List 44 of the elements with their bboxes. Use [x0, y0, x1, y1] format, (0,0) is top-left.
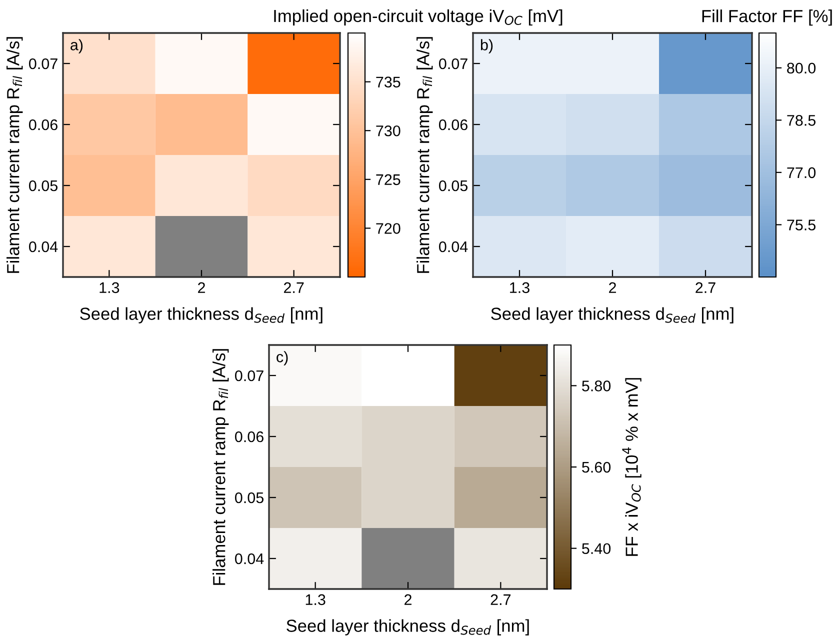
x-tick-label: 1.3	[100, 282, 120, 294]
color-bar-label: 5.60	[582, 462, 611, 473]
y-tick-label: 0.06	[439, 119, 468, 130]
y-axis-title: Filament current ramp R$_{fil}$ [A/s]	[6, 37, 23, 273]
x-tick-label: 2.7	[696, 282, 716, 293]
x-tick-label: 2	[609, 282, 616, 293]
y-tick-label: 0.06	[235, 431, 264, 442]
color-bar-label: 78.5	[787, 115, 816, 126]
color-bar-label: 5.40	[582, 543, 611, 554]
x-tick-label: 1.3	[306, 594, 326, 606]
color-bar-title: Fill Factor FF [%]	[702, 9, 832, 26]
x-axis-title: Seed layer thickness d$_{Seed}$ [nm]	[80, 307, 322, 324]
x-tick-label: 1.3	[510, 282, 530, 294]
y-axis-title: Filament current ramp R$_{fil}$ [A/s]	[212, 349, 229, 585]
y-tick-label: 0.05	[29, 180, 58, 192]
color-bar-label: 80.0	[787, 62, 816, 74]
x-tick-label: 2	[404, 594, 412, 605]
x-tick-label: 2.7	[490, 594, 511, 605]
color-bar-label: 75.5	[787, 220, 816, 230]
color-bar-label: 720	[376, 223, 400, 234]
color-bar-label: 77.0	[787, 167, 816, 178]
color-bar-title: FF x iV$_{OC}$ [10$^{4}$ % x mV]	[622, 378, 642, 556]
x-axis-title: Seed layer thickness d$_{Seed}$ [nm]	[286, 619, 529, 636]
x-axis-title: Seed layer thickness d$_{Seed}$ [nm]	[491, 307, 734, 324]
color-bar-label: 5.80	[582, 380, 611, 392]
y-tick-label: 0.07	[29, 58, 58, 70]
annotation: b)	[480, 39, 493, 54]
y-tick-label: 0.06	[29, 119, 58, 130]
annotation: a)	[70, 39, 83, 54]
color-bar-label: 725	[376, 174, 400, 186]
y-axis-title: Filament current ramp R$_{fil}$ [A/s]	[416, 37, 433, 273]
color-bar-label: 730	[376, 125, 400, 136]
y-tick-label: 0.05	[235, 492, 264, 504]
color-bar-title: Implied open-circuit voltage iV$_{OC}$ [mV]	[274, 9, 562, 26]
color-bar-label: 735	[376, 76, 400, 88]
y-tick-label: 0.07	[235, 370, 264, 382]
y-tick-label: 0.04	[235, 553, 264, 564]
annotation: c)	[276, 351, 288, 366]
x-tick-label: 2.7	[284, 282, 304, 293]
y-tick-label: 0.04	[29, 241, 58, 252]
y-tick-label: 0.05	[439, 180, 468, 192]
x-tick-label: 2	[198, 282, 205, 293]
y-tick-label: 0.04	[439, 241, 468, 252]
y-tick-label: 0.07	[439, 58, 468, 70]
